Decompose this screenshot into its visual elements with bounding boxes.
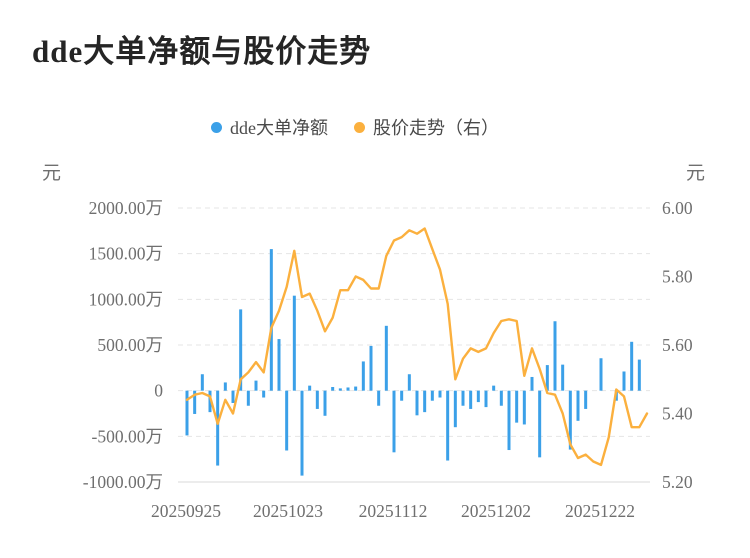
bar (522, 390, 526, 425)
bar (446, 390, 450, 461)
price-line (185, 227, 649, 467)
x-axis-tick-label: 20251112 (359, 501, 428, 521)
bar (637, 359, 641, 391)
legend-item-price[interactable]: 股价走势（右） (354, 114, 499, 140)
left-axis-tick-label: 1500.00万 (89, 244, 163, 264)
bar (292, 295, 296, 391)
bar (507, 390, 511, 451)
bar (469, 390, 473, 409)
left-axis-unit: 元 (42, 163, 62, 184)
bar (338, 388, 342, 391)
bar (200, 374, 204, 391)
bar (538, 390, 542, 458)
right-axis-tick-label: 5.20 (662, 472, 693, 492)
chart-title: dde大单净额与股价走势 (32, 34, 372, 69)
bar (369, 345, 373, 391)
bar (193, 390, 197, 414)
bar (254, 380, 258, 391)
right-axis-tick-label: 5.80 (662, 267, 693, 287)
left-axis-tick-label: 500.00万 (97, 335, 163, 355)
left-axis-tick-label: 1000.00万 (89, 289, 163, 309)
legend: dde大单净额 股价走势（右） (0, 114, 710, 140)
bar (400, 390, 404, 401)
bar (300, 390, 304, 476)
bar (461, 390, 465, 406)
bar (453, 390, 457, 428)
bar (185, 390, 189, 436)
bar (231, 390, 235, 403)
bar (415, 390, 419, 416)
bar (576, 390, 580, 421)
bar (354, 386, 358, 391)
legend-item-label: dde大单净额 (230, 118, 328, 138)
bar (622, 371, 626, 391)
right-axis-tick-label: 6.00 (662, 198, 693, 218)
bar (530, 376, 534, 391)
bar (208, 390, 212, 413)
legend-item-label: 股价走势（右） (373, 118, 499, 138)
left-axis-tick-label: 0 (154, 381, 163, 401)
bar (223, 382, 227, 391)
bar (323, 390, 327, 416)
left-axis-tick-label: -1000.00万 (83, 472, 163, 492)
legend-marker-icon (354, 121, 365, 133)
bar (599, 358, 603, 391)
bar (423, 390, 427, 413)
bar (515, 390, 519, 423)
bar (262, 390, 266, 398)
left-axis-tick-label: -500.00万 (92, 426, 163, 446)
bar (484, 390, 488, 408)
bar (246, 390, 250, 406)
bar (269, 249, 273, 391)
bar (584, 390, 588, 409)
legend-marker-icon (211, 121, 222, 133)
right-axis-unit: 元 (686, 163, 706, 184)
bar (407, 374, 411, 391)
left-axis-tick-label: 2000.00万 (89, 198, 163, 218)
bar (499, 390, 503, 406)
right-axis-tick-label: 5.40 (662, 404, 693, 424)
bar (308, 385, 312, 391)
bar (553, 321, 557, 391)
bar (315, 390, 319, 409)
right-axis-tick-label: 5.60 (662, 335, 693, 355)
bar (361, 361, 365, 391)
bar (568, 390, 572, 450)
bar (438, 390, 442, 398)
bar (216, 390, 220, 466)
bar (430, 390, 434, 401)
bar (285, 390, 289, 451)
x-axis-tick-label: 20251222 (565, 501, 635, 521)
bar (346, 387, 350, 391)
bar (377, 390, 381, 406)
bar (561, 364, 565, 391)
x-axis-tick-label: 20251202 (461, 501, 531, 521)
bar (239, 309, 243, 391)
bar (277, 339, 281, 391)
x-axis-tick-label: 20250925 (151, 501, 221, 521)
bar (476, 390, 480, 403)
bar (392, 390, 396, 453)
bar (492, 385, 496, 391)
bar (331, 387, 335, 391)
bar (384, 325, 388, 391)
legend-item-dde[interactable]: dde大单净额 (211, 114, 328, 140)
bar (545, 365, 549, 391)
bar (630, 341, 634, 391)
x-axis-tick-label: 20251023 (253, 501, 323, 521)
